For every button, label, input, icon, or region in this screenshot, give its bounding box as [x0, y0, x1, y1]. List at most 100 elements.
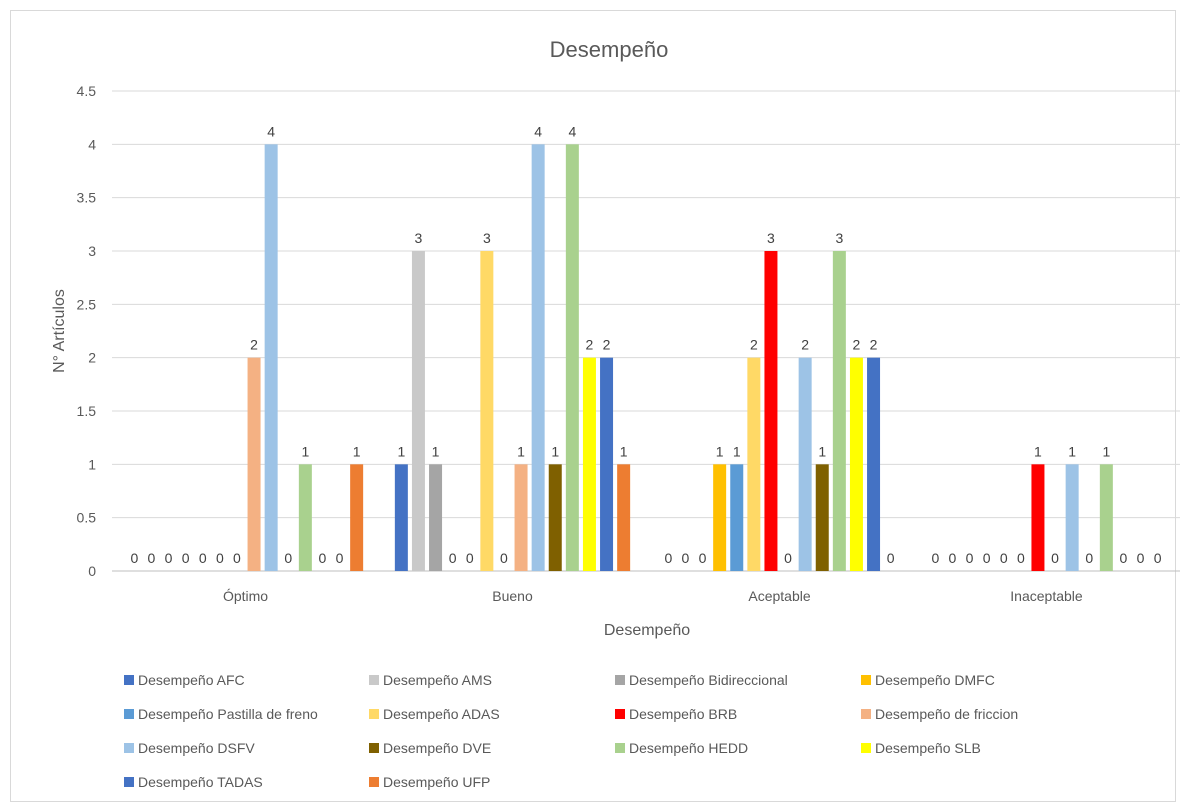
data-label: 2: [250, 337, 258, 353]
data-label: 1: [517, 443, 525, 459]
data-label: 0: [966, 550, 974, 566]
legend-label: Desempeño TADAS: [138, 774, 263, 790]
y-tick-label: 3: [88, 243, 96, 259]
legend-label: Desempeño UFP: [383, 774, 490, 790]
x-tick-label: Bueno: [492, 588, 533, 604]
bar: [867, 357, 881, 571]
y-tick-label: 1: [88, 456, 96, 472]
legend-swatch: [861, 743, 871, 753]
data-label: 0: [199, 550, 207, 566]
bar: [582, 357, 596, 571]
y-tick-label: 0.5: [77, 510, 97, 526]
data-label: 4: [267, 123, 275, 139]
data-label: 1: [301, 443, 309, 459]
legend-label: Desempeño de friccion: [875, 706, 1018, 722]
legend-label: Desempeño ADAS: [383, 706, 500, 722]
bar: [1065, 464, 1079, 571]
legend-label: Desempeño DVE: [383, 740, 491, 756]
bar: [298, 464, 312, 571]
bars: [247, 144, 1113, 572]
data-label: 2: [870, 337, 878, 353]
data-label: 0: [1017, 550, 1025, 566]
legend-swatch: [124, 675, 134, 685]
legend-swatch: [124, 743, 134, 753]
bar: [480, 251, 494, 571]
legend-label: Desempeño AMS: [383, 672, 492, 688]
data-label: 2: [853, 337, 861, 353]
bar: [565, 144, 579, 572]
bar: [1099, 464, 1113, 571]
data-label: 0: [233, 550, 241, 566]
data-label: 0: [466, 550, 474, 566]
legend-label: Desempeño HEDD: [629, 740, 748, 756]
data-label: 2: [801, 337, 809, 353]
data-label: 3: [483, 230, 491, 246]
bar: [514, 464, 528, 571]
data-label: 0: [336, 550, 344, 566]
legend-label: Desempeño DSFV: [138, 740, 255, 756]
x-axis-ticks: Óptimo Bueno Aceptable Inaceptable: [223, 588, 1083, 604]
data-label: 0: [1120, 550, 1128, 566]
y-tick-label: 4: [88, 136, 96, 152]
x-tick-label: Aceptable: [748, 588, 810, 604]
y-tick-label: 2.5: [77, 296, 97, 312]
data-label: 0: [949, 550, 957, 566]
legend-label: Desempeño AFC: [138, 672, 245, 688]
bar: [798, 357, 812, 571]
legend-label: Desempeño BRB: [629, 706, 737, 722]
legend-label: Desempeño SLB: [875, 740, 981, 756]
legend-label: Desempeño DMFC: [875, 672, 995, 688]
legend-swatch: [369, 777, 379, 787]
data-label: 3: [415, 230, 423, 246]
bar: [531, 144, 545, 572]
bar: [350, 464, 364, 571]
legend-item: Desempeño AMS: [369, 672, 492, 688]
x-tick-label: Inaceptable: [1010, 588, 1083, 604]
y-tick-label: 3.5: [77, 190, 97, 206]
data-label: 0: [931, 550, 939, 566]
bar: [429, 464, 443, 571]
y-tick-label: 4.5: [77, 83, 97, 99]
data-label: 0: [182, 550, 190, 566]
data-label: 0: [983, 550, 991, 566]
chart-title: Desempeño: [550, 37, 669, 62]
x-tick-label: Óptimo: [223, 588, 268, 604]
bar: [600, 357, 614, 571]
data-label: 0: [682, 550, 690, 566]
legend-item: Desempeño HEDD: [615, 740, 748, 756]
data-label: 0: [130, 550, 138, 566]
data-label: 1: [1034, 443, 1042, 459]
data-label: 1: [620, 443, 628, 459]
x-axis-title: Desempeño: [604, 622, 690, 639]
bar: [713, 464, 727, 571]
legend-item: Desempeño DSFV: [124, 740, 255, 756]
data-label: 0: [784, 550, 792, 566]
data-label: 0: [664, 550, 672, 566]
y-tick-label: 2: [88, 350, 96, 366]
data-label: 0: [216, 550, 224, 566]
data-label: 2: [586, 337, 594, 353]
data-label: 0: [165, 550, 173, 566]
data-label: 1: [1068, 443, 1076, 459]
bar: [394, 464, 408, 571]
legend-item: Desempeño de friccion: [861, 706, 1018, 722]
y-tick-label: 0: [88, 563, 96, 579]
bar: [747, 357, 761, 571]
data-label: 0: [1154, 550, 1162, 566]
data-label: 1: [818, 443, 826, 459]
data-label: 0: [500, 550, 508, 566]
data-label: 1: [353, 443, 361, 459]
bar: [247, 357, 261, 571]
legend-swatch: [124, 777, 134, 787]
legend-swatch: [615, 675, 625, 685]
y-axis-ticks: 0 0.5 1 1.5 2 2.5 3 3.5 4 4.5: [77, 83, 97, 579]
data-label: 0: [449, 550, 457, 566]
data-label: 1: [716, 443, 724, 459]
data-label: 0: [887, 550, 895, 566]
bar: [1031, 464, 1045, 571]
data-label: 2: [750, 337, 758, 353]
legend-swatch: [615, 743, 625, 753]
legend-item: Desempeño UFP: [369, 774, 490, 790]
